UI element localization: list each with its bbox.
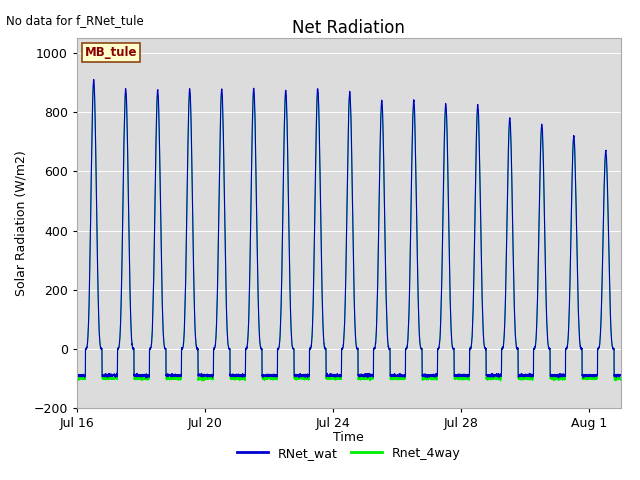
RNet_wat	[617, 373, 625, 379]
Rnet_4way	[73, 375, 81, 381]
Rnet_4way	[462, 376, 470, 382]
Rnet_4way	[401, 375, 409, 381]
Rnet_4way	[617, 378, 625, 384]
Rnet_4way	[123, 101, 131, 107]
RNet_wat	[160, 338, 168, 344]
Rnet_4way	[408, 197, 415, 203]
Text: No data for f_RNet_tule: No data for f_RNet_tule	[6, 14, 144, 27]
RNet_wat	[401, 372, 409, 377]
Title: Net Radiation: Net Radiation	[292, 19, 405, 37]
Rnet_4way	[160, 336, 168, 342]
RNet_wat	[462, 372, 470, 378]
Rnet_4way	[90, 81, 98, 86]
Text: MB_tule: MB_tule	[85, 46, 138, 59]
Y-axis label: Solar Radiation (W/m2): Solar Radiation (W/m2)	[15, 150, 28, 296]
Rnet_4way	[198, 378, 206, 384]
RNet_wat	[73, 372, 81, 378]
RNet_wat	[142, 375, 150, 381]
RNet_wat	[90, 77, 98, 83]
Line: RNet_wat: RNet_wat	[77, 80, 621, 378]
RNet_wat	[123, 97, 131, 103]
RNet_wat	[408, 195, 415, 201]
RNet_wat	[186, 94, 194, 99]
Line: Rnet_4way: Rnet_4way	[77, 84, 621, 381]
Legend: RNet_wat, Rnet_4way: RNet_wat, Rnet_4way	[232, 442, 466, 465]
Rnet_4way	[186, 96, 194, 101]
X-axis label: Time: Time	[333, 432, 364, 444]
